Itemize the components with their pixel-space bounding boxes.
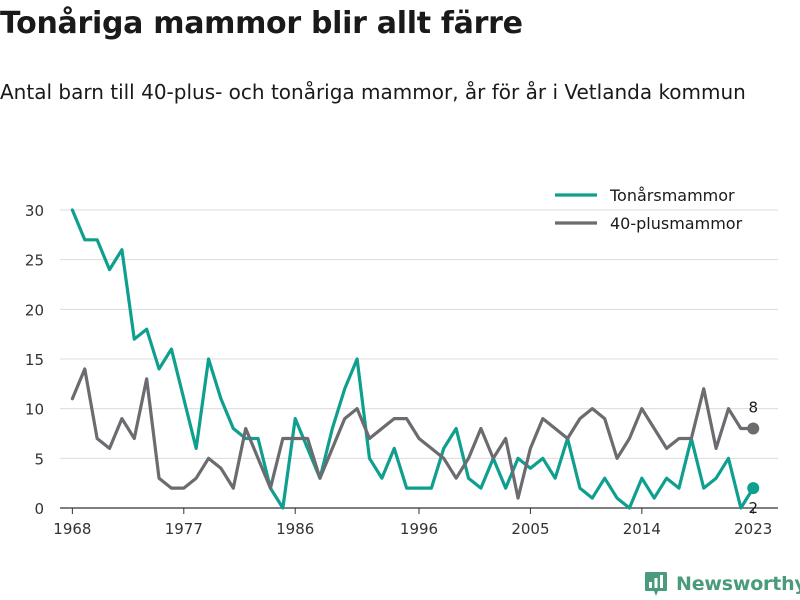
y-tick-label: 30 — [25, 202, 44, 220]
x-tick-label: 2023 — [734, 520, 772, 538]
y-tick-label: 15 — [25, 351, 44, 369]
series-line — [70, 208, 755, 510]
x-tick-label: 1996 — [400, 520, 438, 538]
brand-logo: Newsworthy — [644, 569, 800, 599]
y-tick-label: 20 — [25, 301, 44, 319]
x-tick-label: 1968 — [53, 520, 91, 538]
series-end-label: 2 — [748, 499, 758, 517]
newsworthy-logo-icon — [645, 572, 667, 596]
chart-subtitle: Antal barn till 40-plus- och tonåriga ma… — [0, 80, 746, 104]
brand-name: Newsworthy — [676, 573, 800, 595]
x-tick-label: 1986 — [276, 520, 314, 538]
x-tick-label: 1977 — [165, 520, 203, 538]
y-tick-label: 10 — [25, 401, 44, 419]
legend-label: Tonårsmammor — [609, 186, 735, 205]
y-tick-label: 0 — [34, 500, 44, 518]
series-end-point — [747, 482, 760, 495]
chart-title: Tonåriga mammor blir allt färre — [0, 6, 523, 41]
series-end-label: 8 — [748, 399, 758, 417]
x-tick-label: 2014 — [623, 520, 661, 538]
y-tick-label: 5 — [34, 450, 44, 468]
x-tick-label: 2005 — [511, 520, 549, 538]
y-tick-label: 25 — [25, 252, 44, 270]
series-end-point — [747, 422, 760, 435]
legend-label: 40-plusmammor — [610, 214, 743, 233]
series-line — [70, 367, 755, 500]
